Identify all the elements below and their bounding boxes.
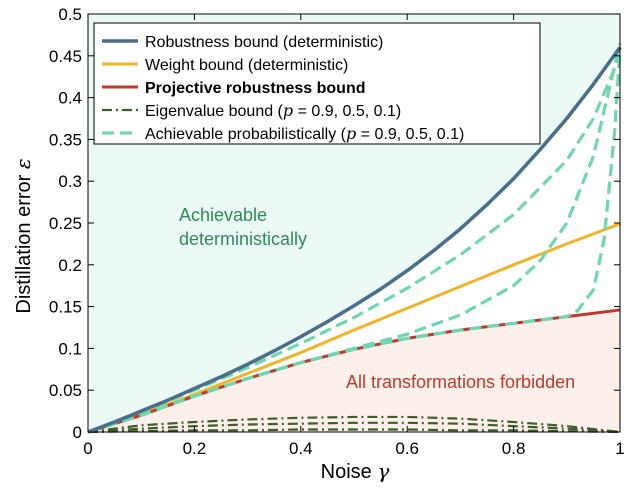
legend-label-weight: Weight bound (deterministic): [145, 57, 348, 74]
y-tick-label: 0.2: [58, 256, 82, 275]
y-tick-label: 0.1: [58, 339, 82, 358]
series-line-robustness-0: [87, 46, 622, 434]
x-tick-label: 0.2: [183, 439, 207, 458]
y-axis-title: Distillation error ε: [11, 158, 35, 313]
y-tick-label: 0.5: [58, 5, 82, 24]
y-tick-label: 0.3: [58, 172, 82, 191]
x-tick-label: 0.8: [502, 439, 526, 458]
annotation-achievable-line2: deterministically: [179, 229, 307, 249]
axis-ticks: 0 0.2 0.4 0.6 0.8 1 0 0.05 0.1 0.15 0.2 0.25 0.3 0.35…: [49, 5, 625, 458]
x-axis-title: Noise γ: [321, 459, 390, 483]
x-tick-label: 0: [83, 439, 92, 458]
legend-box: [93, 22, 541, 145]
y-tick-label: 0.35: [49, 130, 82, 149]
y-tick-label: 0.15: [49, 298, 82, 317]
annotation-achievable-line1: Achievable: [179, 205, 267, 225]
series-line-achievable-0: [87, 55, 622, 434]
y-tick-label: 0.4: [58, 89, 82, 108]
series-line-eigenvalue-2: [87, 428, 621, 434]
series-line-eigenvalue-0: [87, 415, 621, 434]
annotation-forbidden: All transformations forbidden: [346, 372, 575, 392]
region-forbidden: [88, 309, 620, 432]
x-tick-label: 1: [615, 439, 624, 458]
x-tick-label: 0.4: [289, 439, 313, 458]
legend-label-robustness: Robustness bound (deterministic): [145, 34, 383, 51]
y-tick-label: 0: [73, 423, 82, 442]
legend-label-achievable: Achievable probabilistically (p = 0.9, 0…: [145, 124, 464, 143]
legend: Robustness bound (deterministic) Weight b…: [93, 22, 541, 145]
series-layer: [87, 42, 622, 434]
series-line-achievable-2: [87, 47, 622, 434]
legend-label-eigenvalue: Eigenvalue bound (p = 0.9, 0.5, 0.1): [145, 101, 401, 120]
y-tick-label: 0.25: [49, 214, 82, 233]
y-tick-label: 0.45: [49, 47, 82, 66]
x-tick-label: 0.6: [395, 439, 419, 458]
y-tick-label: 0.05: [49, 381, 82, 400]
legend-label-projective: Projective robustness bound: [145, 80, 365, 97]
series-line-eigenvalue-1: [87, 421, 621, 434]
